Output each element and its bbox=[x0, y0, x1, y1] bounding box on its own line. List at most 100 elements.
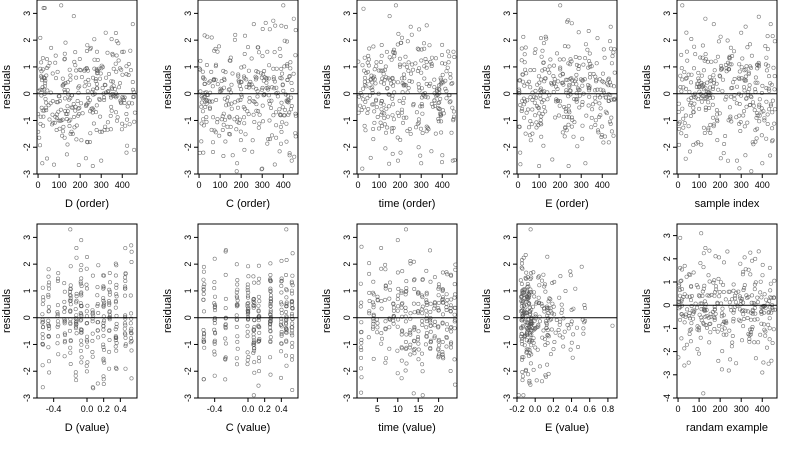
data-point bbox=[560, 335, 565, 340]
data-point bbox=[242, 106, 247, 111]
data-point bbox=[109, 37, 114, 42]
data-point bbox=[238, 129, 243, 134]
data-point bbox=[428, 323, 433, 328]
data-point bbox=[223, 306, 228, 311]
data-point bbox=[432, 335, 437, 340]
data-point bbox=[689, 72, 694, 77]
data-point bbox=[726, 67, 731, 72]
data-point bbox=[376, 68, 381, 73]
data-point bbox=[695, 327, 700, 332]
data-point bbox=[528, 68, 533, 73]
data-point bbox=[109, 108, 114, 113]
data-point bbox=[562, 105, 567, 110]
data-point bbox=[747, 83, 752, 88]
data-point bbox=[677, 355, 681, 360]
data-point bbox=[246, 68, 251, 73]
data-point bbox=[392, 50, 397, 55]
data-point bbox=[199, 100, 204, 105]
data-point bbox=[399, 107, 404, 112]
data-point bbox=[73, 326, 78, 331]
data-point bbox=[261, 78, 266, 83]
data-point bbox=[728, 116, 733, 121]
data-point bbox=[583, 318, 588, 323]
data-point bbox=[692, 101, 697, 106]
data-point bbox=[235, 282, 240, 287]
data-point bbox=[598, 87, 603, 92]
data-point bbox=[573, 54, 578, 59]
data-point bbox=[539, 77, 544, 82]
data-point bbox=[274, 66, 279, 71]
data-point bbox=[722, 142, 727, 147]
data-point bbox=[522, 343, 527, 348]
data-point bbox=[256, 303, 261, 308]
data-point bbox=[234, 169, 239, 174]
x-tick-label: 100 bbox=[213, 180, 228, 190]
data-point bbox=[728, 357, 733, 362]
data-point bbox=[697, 312, 702, 317]
y-tick-label: 2 bbox=[22, 262, 32, 267]
data-point bbox=[538, 88, 543, 93]
data-point bbox=[448, 72, 453, 77]
data-point bbox=[279, 100, 284, 105]
data-point bbox=[538, 121, 543, 126]
data-point bbox=[256, 50, 261, 55]
data-point bbox=[124, 112, 129, 117]
data-point bbox=[358, 91, 363, 96]
data-point bbox=[441, 300, 446, 305]
data-point bbox=[391, 321, 396, 326]
data-point bbox=[534, 104, 539, 109]
data-point bbox=[246, 295, 251, 300]
data-point bbox=[440, 108, 445, 113]
data-point bbox=[223, 324, 228, 329]
data-point bbox=[581, 62, 586, 67]
data-point bbox=[74, 321, 79, 326]
data-point bbox=[679, 52, 684, 57]
data-point bbox=[569, 21, 574, 26]
data-point bbox=[364, 84, 369, 89]
data-point bbox=[217, 44, 222, 49]
data-point bbox=[46, 334, 51, 339]
data-point bbox=[367, 290, 372, 295]
data-point bbox=[526, 284, 531, 289]
data-point bbox=[285, 78, 290, 83]
data-point bbox=[290, 328, 295, 333]
data-point bbox=[68, 131, 73, 136]
data-point bbox=[395, 110, 400, 115]
data-point bbox=[239, 94, 244, 99]
data-point bbox=[737, 307, 742, 312]
data-point bbox=[572, 97, 577, 102]
data-point bbox=[43, 97, 48, 102]
data-point bbox=[366, 335, 371, 340]
data-point bbox=[434, 94, 439, 99]
data-point bbox=[55, 334, 60, 339]
data-point bbox=[46, 359, 51, 364]
data-point bbox=[208, 79, 213, 84]
data-point bbox=[749, 310, 754, 315]
data-point bbox=[566, 122, 571, 127]
data-point bbox=[539, 301, 544, 306]
data-point bbox=[114, 292, 119, 297]
data-point bbox=[129, 376, 134, 381]
x-tick-label: 0 bbox=[356, 180, 361, 190]
data-point bbox=[544, 325, 549, 330]
data-point bbox=[734, 115, 739, 120]
data-point bbox=[731, 319, 736, 324]
data-point bbox=[537, 111, 542, 116]
data-point bbox=[757, 104, 762, 109]
data-point bbox=[245, 334, 250, 339]
data-point bbox=[420, 104, 425, 109]
data-point bbox=[201, 291, 206, 296]
data-point bbox=[399, 332, 404, 337]
y-tick-label: -1 bbox=[183, 340, 193, 348]
data-point bbox=[737, 69, 742, 74]
data-point bbox=[202, 90, 207, 95]
data-point bbox=[85, 286, 90, 291]
data-point bbox=[279, 349, 284, 354]
data-point bbox=[734, 361, 739, 366]
y-tick-label: -3 bbox=[342, 394, 352, 402]
data-point bbox=[60, 76, 65, 81]
data-point bbox=[611, 50, 616, 55]
data-point bbox=[274, 135, 279, 140]
data-point bbox=[387, 92, 392, 97]
data-point bbox=[293, 53, 298, 58]
